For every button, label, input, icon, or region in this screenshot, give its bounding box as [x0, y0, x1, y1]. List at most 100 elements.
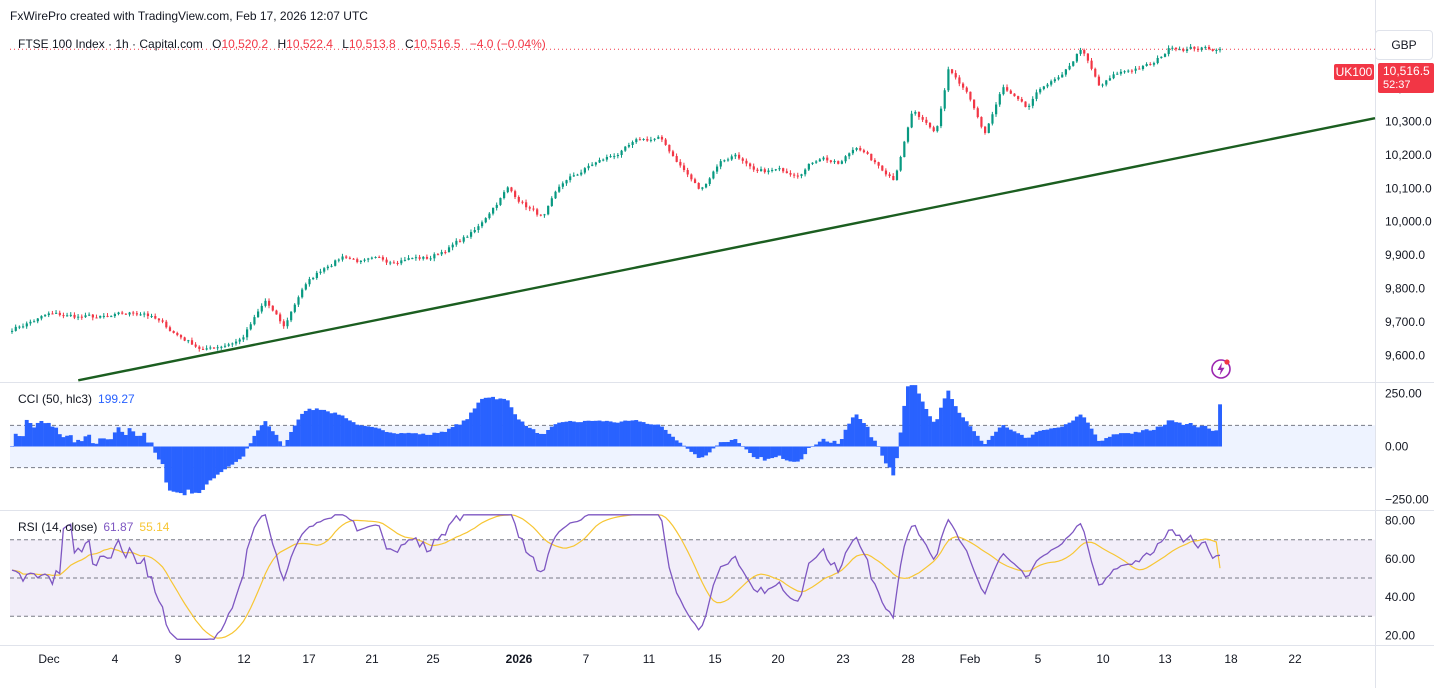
candle	[18, 326, 21, 328]
candle	[179, 335, 183, 338]
candle	[682, 165, 686, 171]
candle	[323, 268, 326, 272]
cci-bar	[1096, 440, 1101, 447]
cci-bar	[836, 443, 841, 447]
candle	[1039, 89, 1042, 93]
time-tick-label: 18	[1224, 652, 1238, 666]
candle	[1079, 50, 1082, 54]
candle	[1185, 49, 1189, 51]
candle	[389, 262, 392, 264]
cci-bar	[733, 439, 738, 447]
cci-bar	[983, 444, 988, 447]
symbol-price-tag: UK100	[1334, 64, 1374, 80]
cci-bar	[979, 440, 984, 447]
candle	[11, 330, 14, 332]
cci-bar	[164, 446, 169, 483]
cci-legend[interactable]: CCI (50, hlc3) 199.27	[18, 392, 135, 406]
candle	[653, 138, 656, 140]
candle	[738, 154, 741, 159]
cci-bar	[704, 446, 708, 456]
cci-bar	[1038, 430, 1043, 447]
candle	[312, 278, 315, 280]
candle	[1097, 76, 1101, 86]
candle	[866, 152, 869, 154]
cci-bar	[663, 429, 668, 447]
candle	[1046, 84, 1049, 87]
cci-bar	[270, 431, 275, 447]
candle	[815, 161, 818, 163]
cci-bar	[142, 432, 147, 447]
high-value: 10,522.4	[286, 37, 333, 51]
cci-bar	[145, 442, 150, 447]
candle	[763, 169, 766, 173]
candle	[73, 314, 76, 318]
cci-bar	[252, 435, 257, 447]
bar-countdown: 52:37	[1383, 79, 1411, 91]
candle	[422, 256, 425, 259]
candle	[1182, 49, 1185, 51]
cci-bar	[1005, 427, 1010, 447]
time-tick-label: 22	[1288, 652, 1302, 666]
cci-bar	[527, 427, 532, 447]
cci-bar	[792, 446, 797, 462]
cci-bar	[17, 436, 22, 447]
lightning-alert-icon[interactable]	[1210, 358, 1232, 380]
cci-bar	[208, 446, 213, 481]
candle	[36, 318, 39, 322]
cci-bar	[57, 434, 62, 447]
cci-bar	[351, 422, 356, 447]
time-tick-label: 2026	[506, 652, 533, 666]
candle	[25, 323, 28, 327]
candle	[176, 332, 179, 336]
candle	[778, 168, 781, 170]
candle	[1108, 78, 1112, 81]
candle	[998, 94, 1001, 105]
candle	[345, 256, 348, 258]
cci-bar	[1196, 427, 1200, 447]
cci-bar	[101, 438, 106, 447]
candle	[649, 139, 653, 141]
cci-bar	[1174, 422, 1178, 447]
cci-bar	[131, 431, 136, 447]
candle	[1219, 49, 1222, 51]
cci-bar	[303, 410, 308, 447]
cci-bar	[928, 416, 932, 447]
cci-bar	[744, 446, 749, 450]
candle	[1207, 46, 1211, 50]
candle	[822, 157, 825, 160]
cci-bar	[935, 419, 940, 447]
candle	[954, 73, 957, 78]
candle	[1193, 46, 1196, 49]
cci-bar	[737, 443, 742, 447]
candle	[910, 113, 913, 128]
credit-text: FxWirePro created with TradingView.com, …	[10, 9, 368, 23]
symbol-legend[interactable]: FTSE 100 Index · 1h · Capital.com O10,52…	[18, 37, 552, 51]
cci-bar	[1155, 426, 1160, 447]
cci-bar	[843, 429, 848, 447]
cci-bar	[604, 420, 609, 447]
rsi-legend[interactable]: RSI (14, close) 61.87 55.14	[18, 520, 169, 534]
cci-pane	[10, 385, 1375, 496]
candle	[385, 259, 388, 263]
candle	[697, 182, 700, 189]
cci-bar	[902, 405, 907, 447]
currency-button[interactable]: GBP	[1375, 30, 1433, 60]
candle	[1200, 47, 1203, 51]
candle	[785, 171, 788, 174]
cci-bar	[425, 434, 429, 447]
cci-bar	[1152, 429, 1156, 447]
candle	[1050, 81, 1053, 85]
candle	[1156, 57, 1159, 64]
candle	[1138, 68, 1141, 70]
candle	[936, 126, 939, 132]
candle	[1086, 53, 1090, 61]
cci-bar	[234, 446, 238, 462]
cci-bar	[380, 430, 385, 447]
candle	[58, 312, 61, 316]
cci-bar	[167, 446, 172, 491]
candle	[33, 321, 36, 323]
candle	[851, 149, 855, 154]
candle	[829, 160, 832, 162]
cci-bar	[1163, 424, 1167, 447]
cci-bar	[674, 440, 679, 447]
